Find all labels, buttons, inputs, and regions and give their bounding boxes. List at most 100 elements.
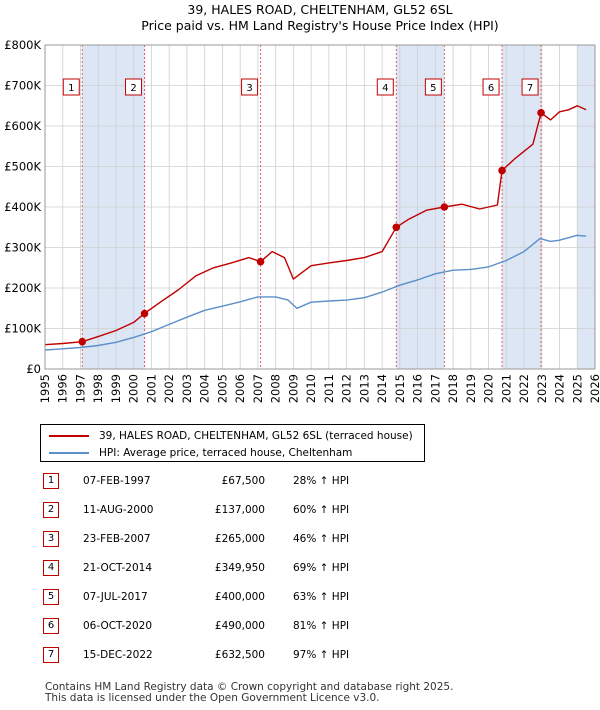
x-tick-label: 2025	[570, 374, 584, 403]
sale-hpi-change: 60% ↑ HPI	[293, 504, 350, 516]
sale-date: 07-FEB-1997	[83, 475, 151, 487]
sale-label-5: 5	[430, 83, 436, 94]
sale-row: 2 11-AUG-2000 £137,000 60% ↑ HPI	[43, 501, 463, 521]
x-tick-label: 2004	[198, 374, 212, 403]
sale-label-box-3	[241, 78, 259, 96]
y-tick-label: £400K	[4, 200, 41, 214]
y-tick-label: £600K	[4, 119, 41, 133]
sale-number-badge: 3	[43, 531, 59, 547]
sale-number-badge: 4	[43, 560, 59, 576]
sale-date: 06-OCT-2020	[83, 620, 152, 632]
x-tick-label: 2005	[215, 374, 229, 403]
footer-licence: This data is licensed under the Open Gov…	[45, 692, 380, 704]
chart-subtitle: Price paid vs. HM Land Registry's House …	[141, 18, 498, 33]
sale-number-badge: 5	[43, 589, 59, 605]
x-tick-label: 2014	[375, 374, 389, 403]
x-tick-label: 2012	[340, 374, 354, 403]
sale-point-5	[440, 203, 449, 211]
x-tick-label: 2023	[535, 374, 549, 403]
legend-label-property: 39, HALES ROAD, CHELTENHAM, GL52 6SL (te…	[99, 430, 413, 442]
x-tick-label: 2010	[304, 374, 318, 403]
x-tick-label: 2001	[144, 374, 158, 403]
x-tick-label: 2022	[517, 374, 531, 403]
sale-number-badge: 1	[43, 473, 59, 489]
y-tick-label: £0	[26, 362, 41, 376]
y-tick-label: £100K	[4, 322, 41, 336]
x-tick-label: 1999	[109, 374, 123, 403]
sale-hpi-change: 81% ↑ HPI	[293, 620, 350, 632]
plot-frame	[44, 44, 596, 370]
sale-point-6	[498, 166, 506, 175]
sale-price: £400,000	[214, 591, 265, 603]
sale-price: £490,000	[214, 620, 265, 632]
sale-price: £265,000	[214, 533, 265, 545]
sale-point-3	[256, 257, 265, 266]
x-tick-label: 1995	[38, 374, 52, 403]
sale-date: 15-DEC-2022	[83, 649, 153, 661]
x-tick-label: 1998	[91, 374, 105, 403]
x-tick-label: 2024	[553, 374, 567, 403]
y-tick-label: £500K	[4, 160, 41, 174]
sale-date: 23-FEB-2007	[83, 533, 151, 545]
x-tick-label: 2018	[446, 374, 460, 403]
sale-label-2: 2	[130, 83, 136, 94]
x-tick-label: 2017	[428, 374, 442, 403]
x-tick-label: 2011	[322, 374, 336, 403]
chart-title: 39, HALES ROAD, CHELTENHAM, GL52 6SL	[187, 2, 452, 17]
legend-label-hpi: HPI: Average price, terraced house, Chel…	[99, 447, 353, 459]
x-tick-label: 2016	[411, 374, 425, 403]
sale-label-box-5	[424, 78, 442, 96]
legend-swatch-property	[49, 435, 89, 437]
x-tick-label: 2015	[393, 374, 407, 403]
sale-label-1: 1	[68, 83, 74, 94]
sale-label-7: 7	[527, 83, 533, 94]
sale-label-box-7	[521, 78, 539, 96]
sale-label-box-1	[62, 78, 80, 96]
sale-price: £349,950	[214, 562, 265, 574]
sale-hpi-change: 97% ↑ HPI	[293, 649, 350, 661]
x-tick-label: 2021	[499, 374, 513, 403]
x-tick-label: 2000	[127, 374, 141, 403]
sale-date: 07-JUL-2017	[83, 591, 148, 603]
y-tick-label: £200K	[4, 281, 41, 295]
sale-price: £137,000	[214, 504, 265, 516]
x-tick-label: 2009	[286, 374, 300, 403]
sale-label-4: 4	[382, 83, 388, 94]
y-tick-label: £700K	[4, 79, 41, 93]
sale-row: 3 23-FEB-2007 £265,000 46% ↑ HPI	[43, 530, 463, 550]
sale-number-badge: 2	[43, 502, 59, 518]
sale-point-4	[392, 223, 401, 232]
x-tick-label: 2026	[588, 374, 600, 403]
x-tick-label: 1996	[56, 374, 70, 403]
x-tick-label: 2019	[464, 374, 478, 403]
sale-row: 4 21-OCT-2014 £349,950 69% ↑ HPI	[43, 559, 463, 579]
sale-price: £67,500	[221, 475, 265, 487]
price-chart: 39, HALES ROAD, CHELTENHAM, GL52 6SL Pri…	[4, 2, 600, 403]
x-tick-label: 2002	[162, 374, 176, 403]
sale-number-badge: 6	[43, 618, 59, 634]
sale-hpi-change: 63% ↑ HPI	[293, 591, 350, 603]
sale-row: 1 07-FEB-1997 £67,500 28% ↑ HPI	[43, 472, 463, 492]
sale-row: 5 07-JUL-2017 £400,000 63% ↑ HPI	[43, 588, 463, 608]
legend: 39, HALES ROAD, CHELTENHAM, GL52 6SL (te…	[40, 424, 425, 462]
sale-date: 21-OCT-2014	[83, 562, 152, 574]
x-tick-label: 2007	[251, 374, 265, 403]
y-tick-label: £300K	[4, 241, 41, 255]
x-tick-label: 1997	[73, 374, 87, 403]
x-tick-label: 2006	[233, 374, 247, 403]
sale-label-box-6	[482, 78, 500, 96]
sale-hpi-change: 28% ↑ HPI	[293, 475, 350, 487]
sale-number-badge: 7	[43, 647, 59, 663]
sale-row: 6 06-OCT-2020 £490,000 81% ↑ HPI	[43, 617, 463, 637]
x-tick-label: 2013	[357, 374, 371, 403]
sale-point-2	[140, 309, 149, 318]
sale-date: 11-AUG-2000	[83, 504, 154, 516]
legend-item-property: 39, HALES ROAD, CHELTENHAM, GL52 6SL (te…	[49, 428, 413, 444]
x-tick-label: 2008	[269, 374, 283, 403]
x-tick-label: 2020	[482, 374, 496, 403]
x-tick-label: 2003	[180, 374, 194, 403]
hpi-line	[44, 234, 587, 351]
legend-item-hpi: HPI: Average price, terraced house, Chel…	[49, 445, 352, 461]
sale-label-box-4	[376, 78, 394, 96]
footer: Contains HM Land Registry data © Crown c…	[45, 682, 453, 704]
